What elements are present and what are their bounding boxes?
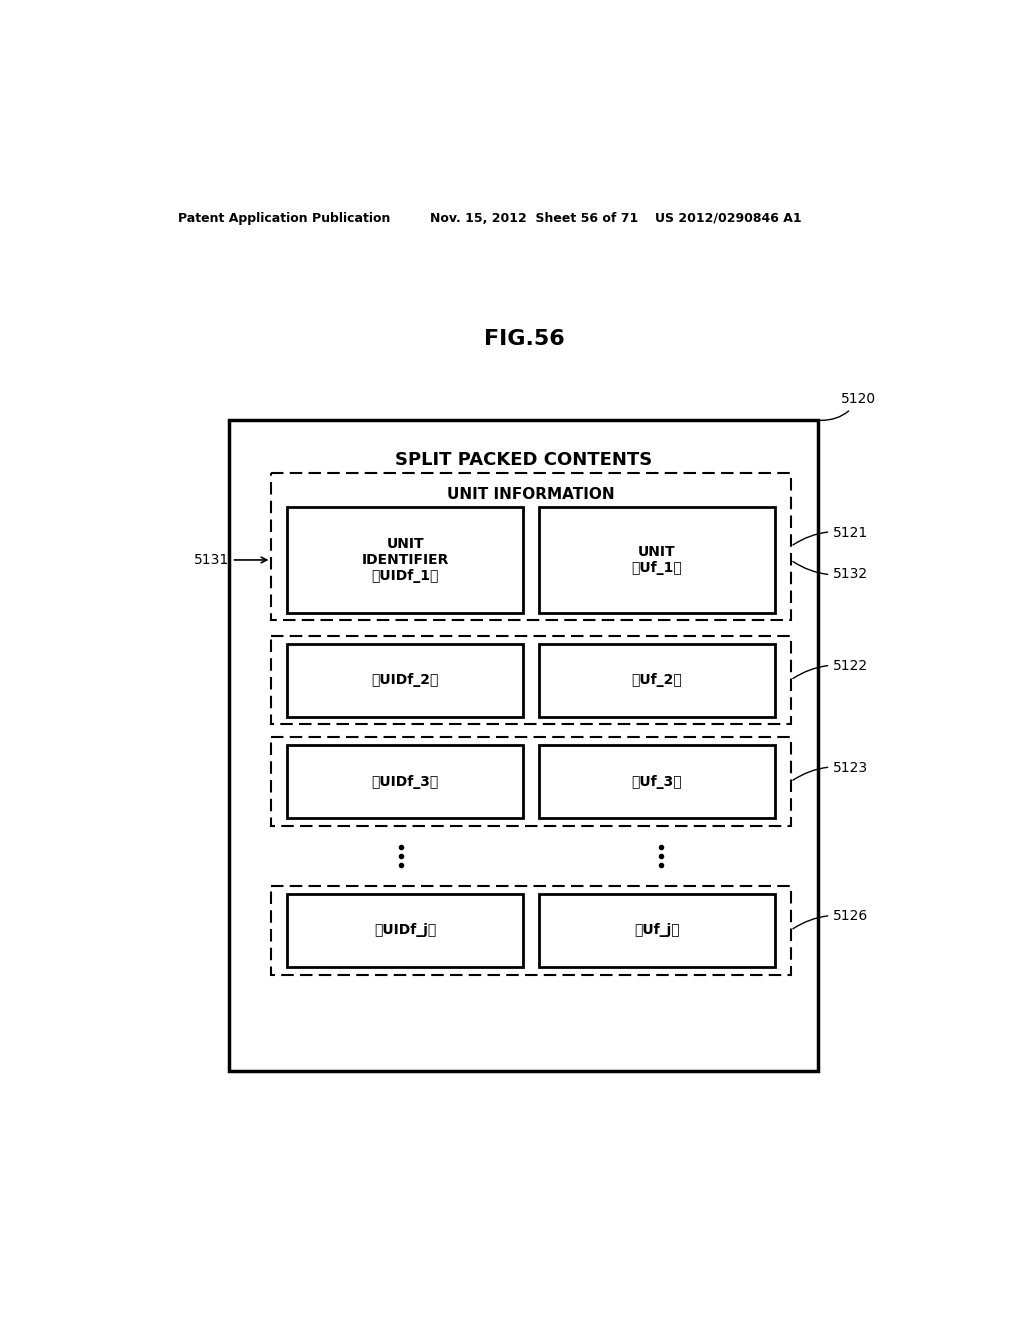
Bar [539,894,775,966]
Text: 5123: 5123 [793,760,868,780]
Bar [539,644,775,717]
Text: Patent Application Publication: Patent Application Publication [178,213,391,224]
Text: 「Uf_j」: 「Uf_j」 [634,923,680,937]
Bar [271,636,791,725]
Text: 5131: 5131 [194,553,266,568]
Text: UNIT
「Uf_1」: UNIT 「Uf_1」 [632,545,682,576]
Bar [539,744,775,818]
Text: SPLIT PACKED CONTENTS: SPLIT PACKED CONTENTS [394,451,652,469]
Bar [271,473,791,620]
Text: 「UIDf_2」: 「UIDf_2」 [372,673,438,688]
Bar [271,886,791,974]
Text: FIG.56: FIG.56 [484,330,565,350]
Bar [539,507,775,612]
Text: 「Uf_2」: 「Uf_2」 [632,673,682,688]
Text: US 2012/0290846 A1: US 2012/0290846 A1 [655,213,802,224]
Bar [287,744,523,818]
Text: 「UIDf_3」: 「UIDf_3」 [372,775,438,789]
Text: 「UIDf_j」: 「UIDf_j」 [374,923,436,937]
Text: UNIT INFORMATION: UNIT INFORMATION [447,487,614,502]
Text: 5126: 5126 [793,909,868,929]
Text: UNIT
IDENTIFIER
「UIDf_1」: UNIT IDENTIFIER 「UIDf_1」 [361,537,449,583]
Text: Nov. 15, 2012  Sheet 56 of 71: Nov. 15, 2012 Sheet 56 of 71 [430,213,639,224]
Bar [287,644,523,717]
Text: 5121: 5121 [793,525,868,545]
Text: 「Uf_3」: 「Uf_3」 [632,775,682,789]
Text: 5132: 5132 [793,561,868,581]
Text: 5120: 5120 [820,392,877,420]
Bar [287,894,523,966]
Text: 5122: 5122 [793,659,868,678]
Bar [287,507,523,612]
Bar [228,420,818,1071]
Bar [271,738,791,826]
